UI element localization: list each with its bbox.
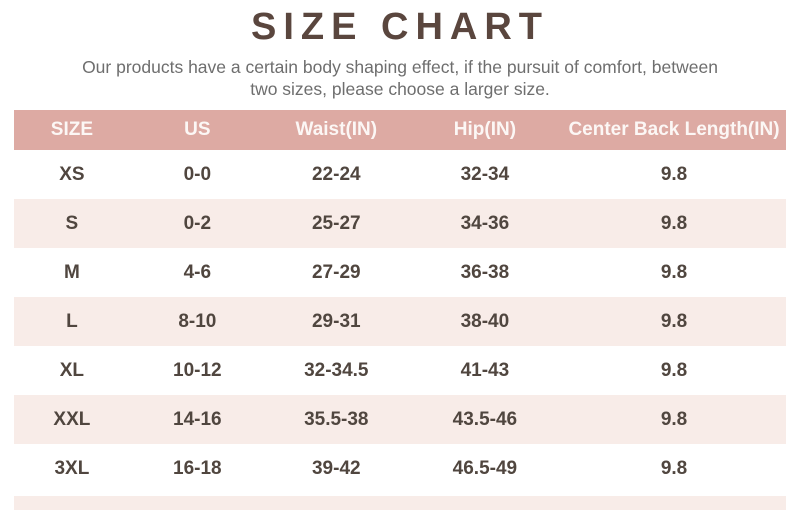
cell-waist: 35.5-38 <box>304 408 369 430</box>
cell-center-back-length: 9.8 <box>660 359 688 381</box>
cell-us: 0-0 <box>183 163 212 185</box>
cell-center-back-length: 9.8 <box>660 457 688 479</box>
cell-hip: 32-34 <box>460 163 510 185</box>
column-header-us: US <box>184 119 211 140</box>
table-header-row: SIZE US Waist(IN) Hip(IN) Center Back Le… <box>14 110 786 150</box>
cell-size: M <box>63 261 80 283</box>
table-row-l: L 8-10 29-31 38-40 9.8 <box>14 297 786 346</box>
table-row-xxl: XXL 14-16 35.5-38 43.5-46 9.8 <box>14 395 786 444</box>
page-title: SIZE CHART <box>251 6 549 48</box>
cell-center-back-length: 9.8 <box>660 261 688 283</box>
subtitle-line-1: Our products have a certain body shaping… <box>82 57 718 77</box>
cell-hip: 46.5-49 <box>452 457 518 479</box>
partial-next-row-strip <box>14 496 786 510</box>
cell-center-back-length: 9.8 <box>660 310 688 332</box>
cell-center-back-length: 9.8 <box>660 408 688 430</box>
table-row-s: S 0-2 25-27 34-36 9.8 <box>14 199 786 248</box>
cell-size: S <box>65 212 79 234</box>
column-header-waist: Waist(IN) <box>295 119 378 140</box>
cell-size: XS <box>59 163 85 185</box>
column-header-center-back-length: Center Back Length(IN) <box>568 119 780 140</box>
cell-hip: 36-38 <box>460 261 510 283</box>
cell-waist: 25-27 <box>311 212 361 234</box>
cell-us: 16-18 <box>173 457 222 479</box>
cell-waist: 29-31 <box>311 310 361 332</box>
cell-center-back-length: 9.8 <box>660 212 688 234</box>
cell-us: 10-12 <box>173 359 222 381</box>
cell-waist: 32-34.5 <box>304 359 369 381</box>
table-row-xs: XS 0-0 22-24 32-34 9.8 <box>14 150 786 199</box>
table-row-3xl: 3XL 16-18 39-42 46.5-49 9.8 <box>14 444 786 493</box>
column-header-hip: Hip(IN) <box>453 119 517 140</box>
cell-us: 14-16 <box>173 408 222 430</box>
cell-size: XXL <box>53 408 91 430</box>
cell-waist: 39-42 <box>311 457 361 479</box>
cell-hip: 38-40 <box>460 310 510 332</box>
cell-waist: 22-24 <box>311 163 361 185</box>
cell-us: 4-6 <box>183 261 212 283</box>
cell-hip: 34-36 <box>460 212 510 234</box>
cell-hip: 41-43 <box>460 359 510 381</box>
cell-size: XL <box>59 359 85 381</box>
cell-size: 3XL <box>54 457 90 479</box>
column-header-size: SIZE <box>50 119 94 140</box>
cell-hip: 43.5-46 <box>452 408 518 430</box>
cell-us: 0-2 <box>183 212 212 234</box>
cell-us: 8-10 <box>178 310 217 332</box>
subtitle-line-2: two sizes, please choose a larger size. <box>250 79 550 99</box>
size-chart-table: SIZE US Waist(IN) Hip(IN) Center Back Le… <box>14 110 786 493</box>
cell-center-back-length: 9.8 <box>660 163 688 185</box>
cell-size: L <box>66 310 78 332</box>
table-row-xl: XL 10-12 32-34.5 41-43 9.8 <box>14 346 786 395</box>
cell-waist: 27-29 <box>311 261 361 283</box>
subtitle: Our products have a certain body shaping… <box>0 56 800 100</box>
table-row-m: M 4-6 27-29 36-38 9.8 <box>14 248 786 297</box>
